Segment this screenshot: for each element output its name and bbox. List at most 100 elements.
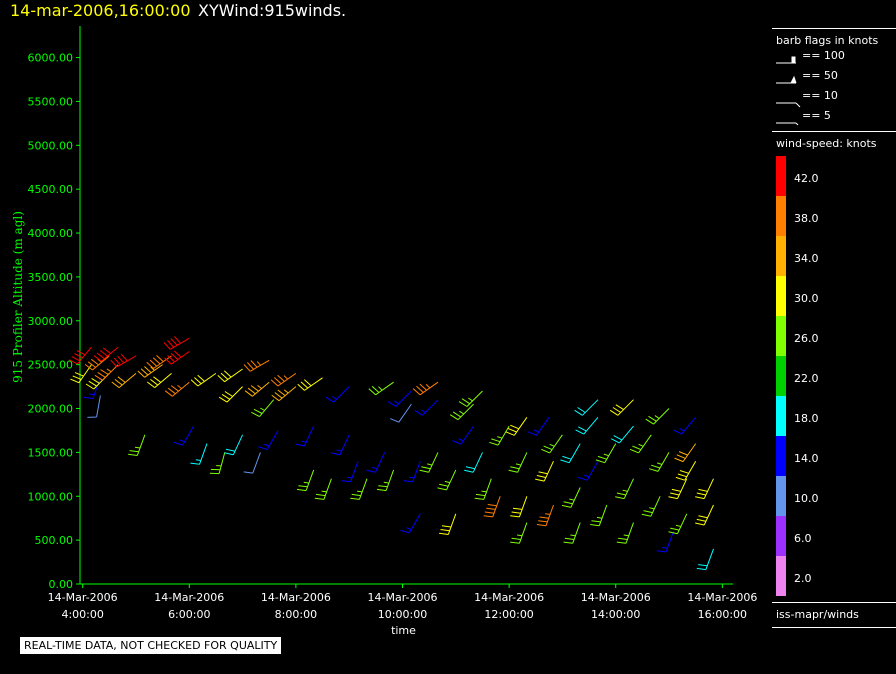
x-tick-time-label: 4:00:00: [61, 608, 103, 621]
wind-barb: [270, 372, 297, 387]
wind-barb: [649, 452, 670, 472]
wind-barb: [609, 399, 634, 416]
x-tick-time-label: 10:00:00: [378, 608, 427, 621]
wind-barb: [295, 425, 315, 447]
y-tick-label: 5000.00: [28, 139, 74, 152]
speed-scale-label: 38.0: [794, 212, 819, 225]
wind-barb: [83, 377, 101, 399]
speed-scale-label: 26.0: [794, 332, 819, 345]
speed-color-swatch: [776, 316, 786, 356]
speed-scale-label: 22.0: [794, 372, 819, 385]
speed-scale-label: 34.0: [794, 252, 819, 265]
wind-barb: [508, 452, 528, 473]
x-tick-date-label: 14-Mar-2006: [581, 591, 651, 604]
wind-barb: [94, 364, 119, 381]
wind-barb: [629, 434, 652, 454]
wind-barb: [560, 443, 581, 464]
barb-legend-glyph: [776, 102, 801, 108]
speed-color-swatch: [776, 236, 786, 276]
x-tick-date-label: 14-Mar-2006: [474, 591, 544, 604]
wind-barb: [376, 469, 395, 492]
wind-barb: [641, 496, 661, 517]
wind-barb: [244, 381, 270, 397]
wind-barb: [439, 513, 457, 535]
wind-barb: [258, 430, 279, 450]
wind-barb: [218, 386, 243, 403]
speed-scale-label: 30.0: [794, 292, 819, 305]
wind-barb: [137, 364, 163, 378]
speed-scale-row: 34.0: [772, 236, 896, 276]
legend-divider: [772, 627, 896, 628]
speed-color-swatch: [776, 476, 786, 516]
wind-barb: [616, 522, 634, 544]
wind-barb: [146, 355, 172, 369]
wind-barb: [437, 469, 457, 491]
wind-barb: [668, 513, 688, 535]
chart-title: XYWind:915winds.: [198, 1, 347, 20]
x-tick-time-label: 16:00:00: [698, 608, 747, 621]
wind-barb: [645, 408, 670, 425]
wind-barb: [595, 443, 617, 464]
y-tick-label: 3500.00: [28, 271, 74, 284]
speed-scale-row: 42.0: [772, 156, 896, 196]
x-tick-date-label: 14-Mar-2006: [48, 591, 118, 604]
wind-barb: [615, 478, 634, 500]
speed-scale-row: 26.0: [772, 316, 896, 356]
speed-color-swatch: [776, 396, 786, 436]
barb-legend-row: == 5: [772, 107, 896, 127]
wind-barb: [297, 377, 323, 391]
wind-barb: [505, 417, 528, 436]
x-tick-date-label: 14-Mar-2006: [154, 591, 224, 604]
barb-legend-row: == 10: [772, 87, 896, 108]
wind-barb: [675, 460, 697, 481]
y-tick-label: 1000.00: [28, 490, 74, 503]
wind-barb: [217, 368, 243, 383]
wind-barb: [510, 496, 528, 518]
y-tick-label: 3000.00: [28, 315, 74, 328]
x-tick-date-label: 14-Mar-2006: [368, 591, 438, 604]
wind-barb: [110, 353, 137, 368]
wind-barb: [578, 460, 599, 481]
legend-panel: barb flags in knots == 100 == 50 == 10 == 5…: [772, 28, 896, 628]
wind-barb: [535, 460, 554, 482]
speed-scale-label: 14.0: [794, 452, 819, 465]
barb-legend: == 100 == 50 == 10 == 5: [772, 47, 896, 127]
wind-barb: [271, 386, 297, 402]
x-tick-time-label: 12:00:00: [484, 608, 533, 621]
wind-barb: [610, 425, 634, 444]
y-tick-label: 2500.00: [28, 359, 74, 372]
wind-barb: [575, 416, 599, 435]
wind-barb: [243, 452, 261, 474]
speed-color-swatch: [776, 436, 786, 476]
barb-legend-title: barb flags in knots: [776, 34, 879, 47]
speed-color-swatch: [776, 196, 786, 236]
wind-barb: [574, 399, 599, 416]
wind-barb: [70, 364, 92, 384]
legend-divider: [772, 602, 896, 603]
wind-barb: [673, 416, 697, 435]
wind-barb: [190, 372, 217, 387]
wind-barb: [696, 548, 714, 571]
y-tick-label: 4000.00: [28, 227, 74, 240]
speed-color-scale: 42.0 38.0 34.0 30.0 26.0 22.0 18.0 14.0 10.0 6.0 2…: [772, 156, 896, 596]
wind-barb: [87, 395, 101, 418]
wind-barb: [527, 417, 550, 436]
wind-barb: [209, 452, 226, 475]
speed-color-swatch: [776, 156, 786, 196]
wind-barb: [561, 487, 581, 508]
speed-scale-row: 2.0: [772, 556, 896, 596]
legend-divider: [772, 28, 896, 29]
speed-scale-row: 14.0: [772, 436, 896, 476]
wind-barb: [128, 434, 146, 456]
speed-scale-label: 18.0: [794, 412, 819, 425]
quality-disclaimer: REAL-TIME DATA, NOT CHECKED FOR QUALITY: [20, 637, 282, 654]
speed-scale-label: 10.0: [794, 492, 819, 505]
wind-barb: [163, 336, 190, 350]
wind-barb: [68, 346, 92, 365]
wind-barb: [449, 403, 474, 421]
barb-legend-glyph: [776, 122, 799, 126]
timestamp-title: 14-mar-2006,16:00:00: [10, 1, 191, 20]
wind-barb: [541, 434, 563, 454]
y-tick-label: 5500.00: [28, 95, 74, 108]
